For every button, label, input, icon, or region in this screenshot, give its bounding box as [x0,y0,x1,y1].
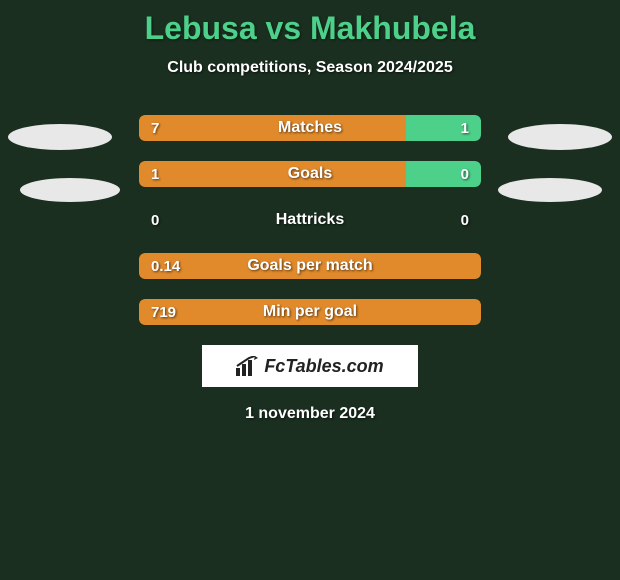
stat-value-left: 0 [151,207,159,233]
bar-left [139,299,481,325]
stat-row-hattricks: 0 0 Hattricks [0,207,620,233]
stat-row-goals-per-match: 0.14 Goals per match [0,253,620,279]
bar-left [139,253,481,279]
player-ellipse [508,124,612,150]
stat-row-min-per-goal: 719 Min per goal [0,299,620,325]
page-title: Lebusa vs Makhubela [0,0,620,47]
player-ellipse [8,124,112,150]
bar-wrap: 0 0 Hattricks [139,207,481,233]
player-ellipse [498,178,602,202]
bar-left [139,161,406,187]
bar-wrap: 7 1 Matches [139,115,481,141]
chart-icon [236,356,258,376]
bar-wrap: 0.14 Goals per match [139,253,481,279]
bar-right [406,161,481,187]
bar-wrap: 1 0 Goals [139,161,481,187]
bar-right [406,115,481,141]
page-subtitle: Club competitions, Season 2024/2025 [0,59,620,77]
brand-text: FcTables.com [264,356,383,377]
stat-value-right: 0 [461,207,469,233]
bar-wrap: 719 Min per goal [139,299,481,325]
player-ellipse [20,178,120,202]
date-line: 1 november 2024 [0,405,620,423]
stat-label: Hattricks [139,207,481,233]
bar-left [139,115,406,141]
stats-area: 7 1 Matches 1 0 Goals 0 0 Hattricks 0.14 [0,115,620,423]
brand-logo: FcTables.com [202,345,418,387]
